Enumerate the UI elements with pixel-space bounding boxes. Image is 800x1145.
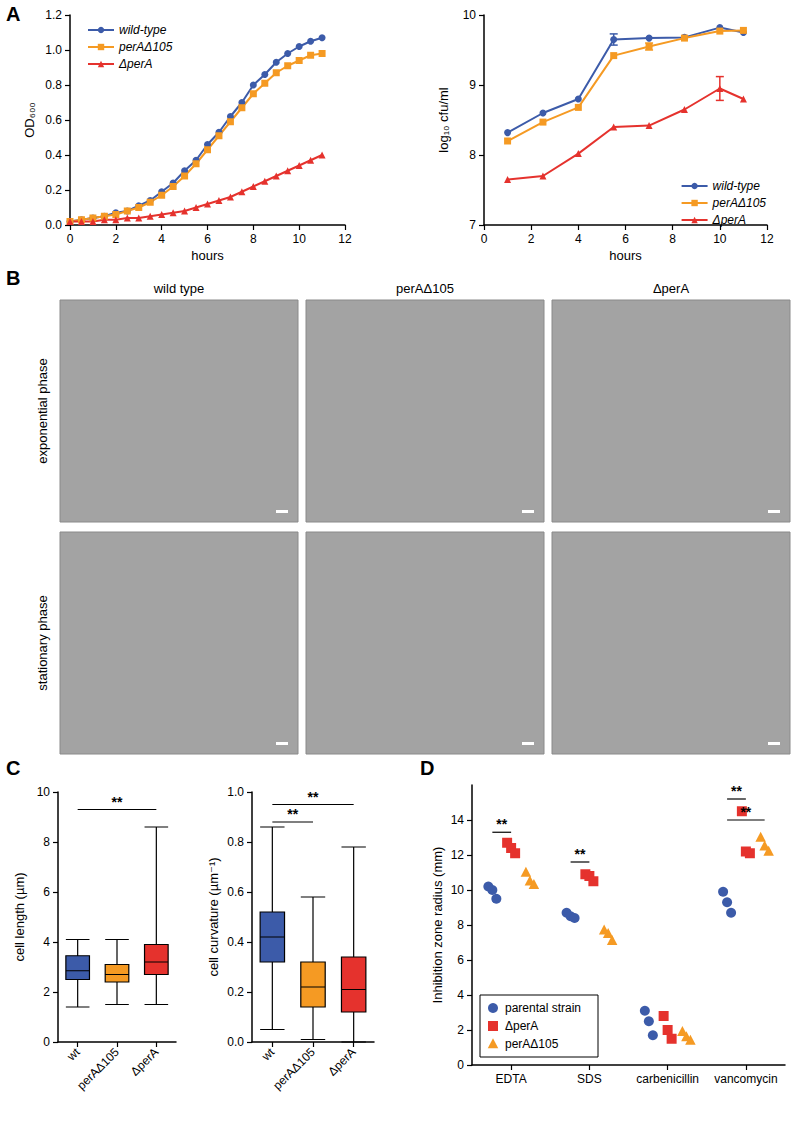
svg-text:4: 4 xyxy=(457,988,464,1002)
svg-text:6: 6 xyxy=(43,885,50,899)
svg-text:0.8: 0.8 xyxy=(227,835,244,849)
svg-text:12: 12 xyxy=(338,232,352,246)
svg-text:**: ** xyxy=(575,846,586,862)
svg-text:D: D xyxy=(420,757,434,779)
svg-text:7: 7 xyxy=(469,218,476,232)
svg-text:perAΔ105: perAΔ105 xyxy=(118,40,173,54)
svg-text:6: 6 xyxy=(622,232,629,246)
svg-text:cell curvature (µm⁻¹): cell curvature (µm⁻¹) xyxy=(206,857,221,976)
svg-text:A: A xyxy=(6,3,20,25)
svg-text:perAΔ105: perAΔ105 xyxy=(270,1045,318,1093)
svg-text:ΔperA: ΔperA xyxy=(325,1045,358,1078)
svg-text:0.2: 0.2 xyxy=(227,985,244,999)
svg-text:2: 2 xyxy=(112,232,119,246)
svg-text:12: 12 xyxy=(451,848,465,862)
svg-text:8: 8 xyxy=(669,232,676,246)
svg-text:carbenicillin: carbenicillin xyxy=(636,1072,699,1086)
svg-text:wt: wt xyxy=(64,1045,84,1065)
svg-text:log₁₀ cfu/ml: log₁₀ cfu/ml xyxy=(436,87,451,153)
svg-text:C: C xyxy=(6,757,20,779)
svg-text:hours: hours xyxy=(609,248,642,263)
svg-text:**: ** xyxy=(112,794,123,810)
svg-text:ΔperA: ΔperA xyxy=(712,213,746,227)
svg-text:wild type: wild type xyxy=(153,281,205,296)
svg-text:0.4: 0.4 xyxy=(45,148,62,162)
svg-text:SDS: SDS xyxy=(577,1072,602,1086)
svg-text:OD₆₀₀: OD₆₀₀ xyxy=(22,102,37,138)
svg-text:8: 8 xyxy=(250,232,257,246)
svg-text:10: 10 xyxy=(37,785,51,799)
svg-text:**: ** xyxy=(740,804,751,820)
svg-text:ΔperA: ΔperA xyxy=(653,281,689,296)
svg-text:wt: wt xyxy=(258,1045,278,1065)
svg-text:perAΔ105: perAΔ105 xyxy=(74,1045,122,1093)
svg-text:perAΔ105: perAΔ105 xyxy=(505,1037,559,1051)
svg-text:perAΔ105: perAΔ105 xyxy=(712,196,767,210)
svg-text:12: 12 xyxy=(760,232,774,246)
svg-text:0: 0 xyxy=(457,1058,464,1072)
svg-text:8: 8 xyxy=(43,835,50,849)
svg-text:0: 0 xyxy=(43,1035,50,1049)
svg-text:Inhibition zone radius (mm): Inhibition zone radius (mm) xyxy=(430,847,445,1004)
svg-text:10: 10 xyxy=(451,883,465,897)
svg-text:**: ** xyxy=(287,806,298,822)
svg-text:vancomycin: vancomycin xyxy=(714,1072,777,1086)
svg-text:wild-type: wild-type xyxy=(119,23,167,37)
svg-text:perAΔ105: perAΔ105 xyxy=(396,281,454,296)
svg-text:9: 9 xyxy=(469,78,476,92)
svg-text:8: 8 xyxy=(469,148,476,162)
svg-text:4: 4 xyxy=(43,935,50,949)
svg-text:2: 2 xyxy=(528,232,535,246)
svg-text:14: 14 xyxy=(451,813,465,827)
svg-text:0.6: 0.6 xyxy=(45,113,62,127)
svg-text:0.0: 0.0 xyxy=(45,218,62,232)
svg-text:10: 10 xyxy=(292,232,306,246)
svg-text:4: 4 xyxy=(575,232,582,246)
svg-text:10: 10 xyxy=(463,8,477,22)
svg-text:hours: hours xyxy=(191,248,224,263)
svg-text:**: ** xyxy=(308,789,319,805)
svg-text:**: ** xyxy=(731,783,742,799)
svg-text:stationary phase: stationary phase xyxy=(35,595,50,690)
svg-text:**: ** xyxy=(496,816,507,832)
svg-text:0.2: 0.2 xyxy=(45,183,62,197)
svg-text:exponential phase: exponential phase xyxy=(35,358,50,464)
svg-text:ΔperA: ΔperA xyxy=(505,1019,538,1033)
svg-text:EDTA: EDTA xyxy=(496,1072,527,1086)
svg-text:0: 0 xyxy=(481,232,488,246)
svg-text:ΔperA: ΔperA xyxy=(118,57,152,71)
svg-text:10: 10 xyxy=(713,232,727,246)
svg-text:2: 2 xyxy=(43,985,50,999)
svg-text:2: 2 xyxy=(457,1023,464,1037)
svg-text:cell length (µm): cell length (µm) xyxy=(12,872,27,961)
svg-text:B: B xyxy=(6,267,20,289)
svg-text:0: 0 xyxy=(67,232,74,246)
svg-text:4: 4 xyxy=(158,232,165,246)
svg-text:6: 6 xyxy=(457,953,464,967)
svg-text:6: 6 xyxy=(204,232,211,246)
svg-text:0.0: 0.0 xyxy=(227,1035,244,1049)
svg-text:1.2: 1.2 xyxy=(45,8,62,22)
svg-text:8: 8 xyxy=(457,918,464,932)
svg-text:wild-type: wild-type xyxy=(713,179,761,193)
svg-text:parental strain: parental strain xyxy=(505,1001,581,1015)
svg-text:0.8: 0.8 xyxy=(45,78,62,92)
svg-text:1.0: 1.0 xyxy=(45,43,62,57)
svg-text:0.6: 0.6 xyxy=(227,885,244,899)
svg-text:0.4: 0.4 xyxy=(227,935,244,949)
svg-text:1.0: 1.0 xyxy=(227,785,244,799)
svg-text:ΔperA: ΔperA xyxy=(128,1045,161,1078)
